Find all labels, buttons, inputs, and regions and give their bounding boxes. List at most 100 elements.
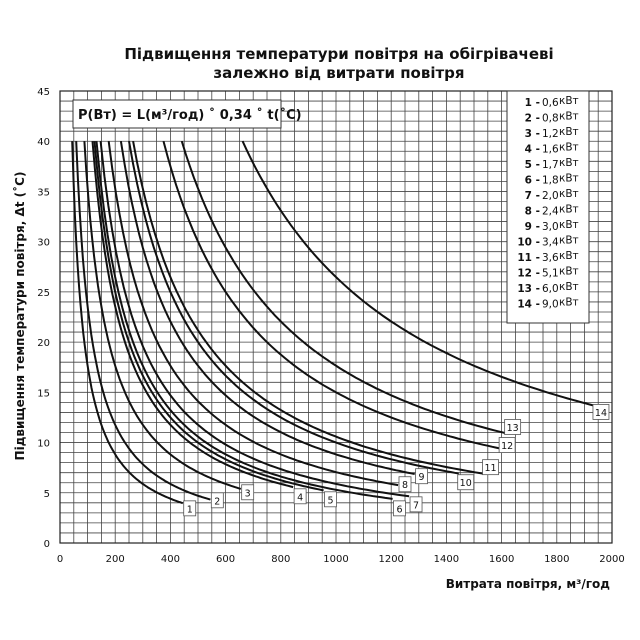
legend-frame [506, 90, 590, 324]
curve-label-7-box [409, 496, 423, 513]
chart-title-line-1: Підвищення температури повітря на обігрі… [124, 45, 553, 63]
curve-label-8-box [398, 476, 412, 493]
x-tick-label: 1400 [434, 554, 459, 565]
legend-entry-6-power: 1,8 [542, 175, 559, 187]
legend-entry-13-unit: кВт [559, 281, 579, 293]
x-tick-label: 1000 [323, 554, 348, 565]
curve-label-14-box [592, 404, 610, 420]
chart-title: Підвищення температури повітря на обігрі… [124, 45, 553, 82]
curve-label-8: 8 [402, 480, 408, 491]
curve-label-3: 3 [245, 488, 251, 499]
curve-9 [119, 141, 415, 475]
y-axis-label: Підвищення температури повітря, Δt (˚C) [12, 172, 27, 461]
legend-entry-14-unit: кВт [559, 297, 579, 309]
legend-entry-11-unit: кВт [559, 250, 579, 262]
x-axis-ticks: 0 200 400 600 800 1000 1200 1400 1600 1800 2000 [57, 554, 625, 565]
legend-entry-7-power: 2,0 [542, 190, 559, 202]
legend-entry-8-power: 2,4 [542, 206, 559, 218]
legend-entry-11-power: 3,6 [542, 252, 559, 264]
legend-entry-12-number: 12 - [517, 268, 540, 280]
x-tick-label: 1600 [489, 554, 514, 565]
curve-label-1-box [183, 500, 197, 517]
curve-label-4: 4 [297, 492, 303, 503]
legend-entry-4-power: 1,6 [542, 144, 559, 156]
legend-entry-11-number: 11 - [517, 252, 540, 264]
curve-8 [107, 141, 399, 487]
legend-entry-4-unit: кВт [559, 142, 579, 154]
legend-entry-9-power: 3,0 [542, 221, 559, 233]
legend-entry-3-unit: кВт [559, 126, 579, 138]
curve-label-6-box [393, 500, 406, 517]
x-tick-label: 400 [161, 554, 180, 565]
legend-entry-6-number: 6 - [525, 175, 540, 187]
curve-14 [241, 140, 595, 407]
curve-3 [83, 141, 242, 490]
legend-entry-12-power: 5,1 [542, 268, 559, 280]
curve-7 [99, 141, 410, 498]
legend-entry-4-number: 4 - [525, 144, 540, 156]
legend-entry-1-number: 1 - [525, 97, 540, 109]
curve-label-3-box [241, 484, 255, 501]
curve-label-2: 2 [214, 496, 220, 507]
y-tick-label: 30 [37, 238, 50, 249]
legend-entry-10-unit: кВт [559, 235, 579, 247]
x-tick-label: 600 [216, 554, 235, 565]
legend-entry-14-power: 9,0 [542, 299, 559, 311]
y-tick-label: 15 [37, 388, 50, 399]
legend-entry-1-unit: кВт [559, 95, 579, 107]
grid [59, 90, 613, 544]
curve-label-13: 13 [507, 423, 519, 434]
curve-12 [162, 140, 501, 450]
x-tick-label: 1200 [378, 554, 403, 565]
y-tick-label: 5 [44, 489, 50, 500]
curve-5 [93, 141, 324, 492]
curve-11 [132, 141, 484, 475]
curve-label-11: 11 [485, 463, 497, 474]
legend-entry-13-power: 6,0 [542, 283, 559, 295]
x-tick-label: 200 [106, 554, 125, 565]
curve-label-6: 6 [396, 504, 402, 515]
curve-4 [91, 141, 294, 489]
curve-label-12-box [498, 437, 516, 453]
legend-entry-12-unit: кВт [559, 266, 579, 278]
legend-entry-5-unit: кВт [559, 157, 579, 169]
legend-entry-2-power: 0,8 [542, 113, 559, 125]
legend-entry-7-number: 7 - [525, 190, 540, 202]
legend-entry-5-power: 1,7 [542, 159, 559, 171]
y-tick-label: 0 [44, 539, 50, 550]
curves [71, 140, 595, 505]
legend-entry-9-unit: кВт [559, 219, 579, 231]
legend-entry-9-number: 9 - [525, 221, 540, 233]
chart-title-line-2: залежно від витрати повітря [213, 64, 464, 82]
x-tick-label: 800 [271, 554, 290, 565]
curve-6 [95, 141, 393, 500]
y-tick-label: 25 [37, 288, 50, 299]
legend-entry-7-unit: кВт [559, 188, 579, 200]
formula-box: P(Вт) = L(м³/год) ˚ 0,34 ˚ t(˚C) [72, 99, 302, 129]
y-tick-label: 35 [37, 187, 50, 198]
formula-text: P(Вт) = L(м³/год) ˚ 0,34 ˚ t(˚C) [78, 107, 302, 123]
x-tick-label: 1800 [544, 554, 569, 565]
legend-entry-8-unit: кВт [559, 204, 579, 216]
curve-2 [75, 141, 211, 501]
x-axis-label: Витрата повітря, м³/год [446, 577, 611, 591]
curve-label-12: 12 [501, 441, 513, 452]
curve-13 [180, 140, 506, 435]
formula-box-frame [72, 99, 282, 129]
curve-label-5: 5 [327, 495, 333, 506]
legend-entry-10-power: 3,4 [542, 237, 559, 249]
y-tick-label: 20 [37, 338, 50, 349]
plot-frame [59, 90, 613, 544]
curve-label-4-box [293, 488, 307, 505]
curve-label-9-box [415, 468, 428, 485]
legend-entry-2-number: 2 - [525, 113, 540, 125]
curve-label-2-box [210, 492, 224, 509]
curve-label-10-box [457, 474, 475, 491]
legend-entry-13-number: 13 - [517, 283, 540, 295]
legend-entry-8-number: 8 - [525, 206, 540, 218]
legend-entry-2-unit: кВт [559, 111, 579, 123]
legend-entry-5-number: 5 - [525, 159, 540, 171]
